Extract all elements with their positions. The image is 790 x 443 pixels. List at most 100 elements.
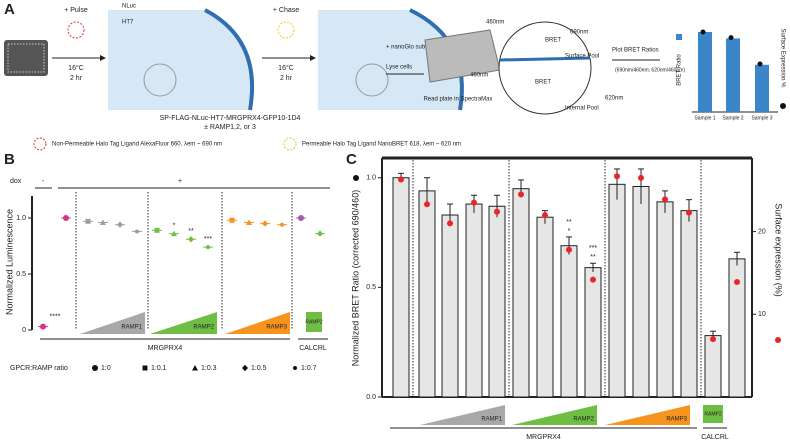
bar <box>441 214 459 398</box>
sig-label: * <box>173 223 176 230</box>
point <box>142 365 148 371</box>
point <box>398 176 404 183</box>
point <box>424 201 430 208</box>
ramp-wedge <box>80 312 145 334</box>
ramp-label: RAMP2 <box>305 319 322 325</box>
ramp-label: RAMP2 <box>704 411 721 417</box>
ramp-label: RAMP3 <box>266 325 287 331</box>
bar <box>726 38 740 112</box>
legend-entry: 1:0 <box>101 365 111 372</box>
point <box>206 245 210 250</box>
legend-entry: 1:0.1 <box>151 365 167 372</box>
point <box>710 336 716 343</box>
point <box>192 365 198 371</box>
bar <box>632 186 650 398</box>
point <box>566 246 572 253</box>
step-label: + Pulse <box>64 7 88 14</box>
step-time: 2 hr <box>280 75 293 82</box>
point <box>662 196 668 203</box>
step-label: + Chase <box>273 7 299 14</box>
legend-title: GPCR:RAMP ratio <box>10 365 68 372</box>
sig-label: *** <box>204 236 212 243</box>
y-tick-label: 0 <box>22 327 26 334</box>
dox-minus: - <box>42 178 45 185</box>
sig-label: ** <box>188 228 194 235</box>
ht7-label: HT7 <box>122 20 134 26</box>
ramp-label: RAMP2 <box>573 417 594 423</box>
y-tick-label: 1.0 <box>366 175 376 182</box>
point <box>246 219 252 225</box>
point <box>40 323 46 330</box>
y-tick-label: 0.5 <box>366 284 376 291</box>
sig-label: *** <box>589 245 597 252</box>
bar <box>536 216 554 398</box>
cell <box>318 10 462 110</box>
point <box>734 279 740 286</box>
bar <box>418 190 436 398</box>
plate-wells <box>7 43 45 73</box>
arrowhead <box>100 55 106 61</box>
wl-label: 690nm <box>570 30 588 36</box>
panel-label: A <box>4 1 15 18</box>
point <box>92 365 98 371</box>
point <box>100 219 106 225</box>
lyse: Lyse cells <box>386 65 412 71</box>
point <box>262 220 268 227</box>
y-tick-label: 1.0 <box>16 215 26 222</box>
wl-label: 620nm <box>605 96 623 102</box>
point <box>518 191 524 198</box>
ramp-label: RAMP3 <box>666 417 687 423</box>
panel-a: A + Pulse 16°C 2 hr NLuc HT7 + Chase 16°… <box>4 1 685 151</box>
ramp-wedge <box>150 312 217 334</box>
point <box>686 209 692 216</box>
y-axis-label: BRET Ratio <box>677 54 683 86</box>
point <box>757 61 763 67</box>
bar <box>698 32 712 112</box>
bar <box>392 177 410 398</box>
y2-tick-label: 10 <box>758 311 766 318</box>
ramp-wedge <box>420 405 505 425</box>
plate-icon <box>4 40 48 76</box>
sig-label: * <box>568 228 571 235</box>
group-label: MRGPRX4 <box>526 434 561 441</box>
x-tick-label: Sample 3 <box>751 115 772 121</box>
step-cond: 16°C <box>68 64 84 72</box>
legend-swatch <box>775 337 781 343</box>
panel-label: C <box>346 151 357 168</box>
point <box>85 218 91 224</box>
bar <box>465 203 483 398</box>
bar <box>512 188 530 398</box>
bar <box>608 183 626 398</box>
point <box>63 215 69 221</box>
ramp-label: RAMP1 <box>481 417 502 423</box>
bret-label: BRET <box>535 80 551 86</box>
point <box>280 222 284 227</box>
legend-swatch <box>780 103 786 109</box>
plate-reader <box>424 29 501 83</box>
membrane <box>204 8 255 111</box>
point <box>117 221 123 228</box>
legend-entry: Permeable Halo Tag Ligand NanoBRET 618, … <box>302 142 461 148</box>
ligand-icon <box>33 137 47 151</box>
ligand-icon <box>277 21 295 39</box>
legend-entry: 1:0.5 <box>251 365 267 372</box>
panel-label: B <box>4 151 15 168</box>
point <box>188 236 194 243</box>
bar <box>755 64 769 112</box>
cell <box>108 10 252 110</box>
point <box>229 217 235 223</box>
bret-label: BRET <box>545 38 561 44</box>
sig-label: ** <box>566 219 572 226</box>
step-time: 2 hr <box>70 75 83 82</box>
ramp-note: ± RAMP1,2, or 3 <box>204 124 256 131</box>
y2-axis-label: Surface expression (%) <box>774 203 784 297</box>
y-axis-label: Normalized Luminescence <box>4 209 14 315</box>
point <box>242 364 248 372</box>
ligand-icon <box>67 21 85 39</box>
ratio-label: (690nm/460nm, 620nm/460nm) <box>615 67 685 73</box>
legend-entry: Non-Permeable Halo Tag Ligand AlexaFluor… <box>52 142 222 148</box>
dox-label: dox <box>10 178 22 185</box>
step-cond: 16°C <box>278 64 294 72</box>
point <box>494 208 500 215</box>
